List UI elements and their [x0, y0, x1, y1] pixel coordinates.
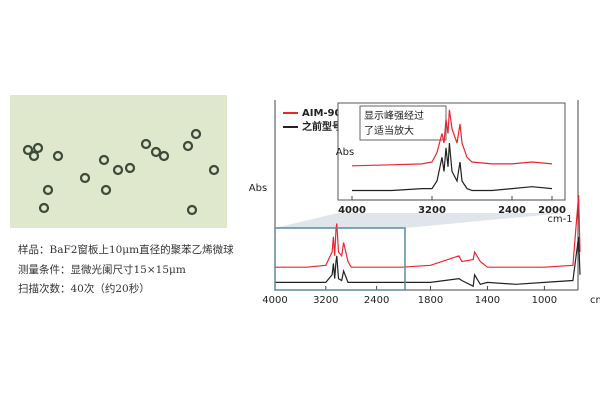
x-tick-label: 4000	[262, 295, 287, 306]
x-tick-label: 2000	[538, 205, 566, 216]
spectrum-line	[275, 236, 581, 288]
x-tick-label: 1400	[475, 295, 500, 306]
x-tick-label: 1800	[418, 295, 443, 306]
inset-x-label: cm-1	[547, 214, 572, 225]
micrograph	[10, 95, 227, 228]
zoom-connector	[275, 213, 565, 228]
zoom-box	[274, 227, 406, 291]
annotation-box	[359, 105, 447, 141]
caption-line: 样品：BaF2窗板上10μm直径的聚苯乙烯微球	[18, 243, 234, 256]
annotation: 显示峰强经过	[364, 109, 424, 122]
spectrum-line	[352, 142, 553, 192]
inset-plot: 4000 3200 2400 2000	[338, 109, 566, 216]
legend-label: 之前型号	[302, 120, 342, 133]
x-tick-label: 1000	[532, 295, 557, 306]
inset-y-label: Abs	[336, 147, 354, 158]
caption-line: 扫描次数：40次（约20秒）	[18, 282, 150, 295]
x-tick-label: 3200	[418, 205, 446, 216]
caption-line: 测量条件：显微光阑尺寸15×15μm	[18, 263, 186, 276]
annotation: 了适当放大	[364, 124, 414, 137]
spectrum-line	[351, 109, 553, 167]
legend-label: AIM-9000	[302, 108, 355, 119]
x-tick-label: 2400	[364, 295, 389, 306]
y-axis-label: Abs	[249, 183, 267, 194]
spectrum-line	[275, 194, 581, 268]
x-tick-label: 2400	[498, 205, 526, 216]
x-axis-label: cm⁻¹	[590, 295, 600, 306]
x-tick-label: 4000	[338, 205, 366, 216]
x-tick-label: 3200	[313, 295, 338, 306]
